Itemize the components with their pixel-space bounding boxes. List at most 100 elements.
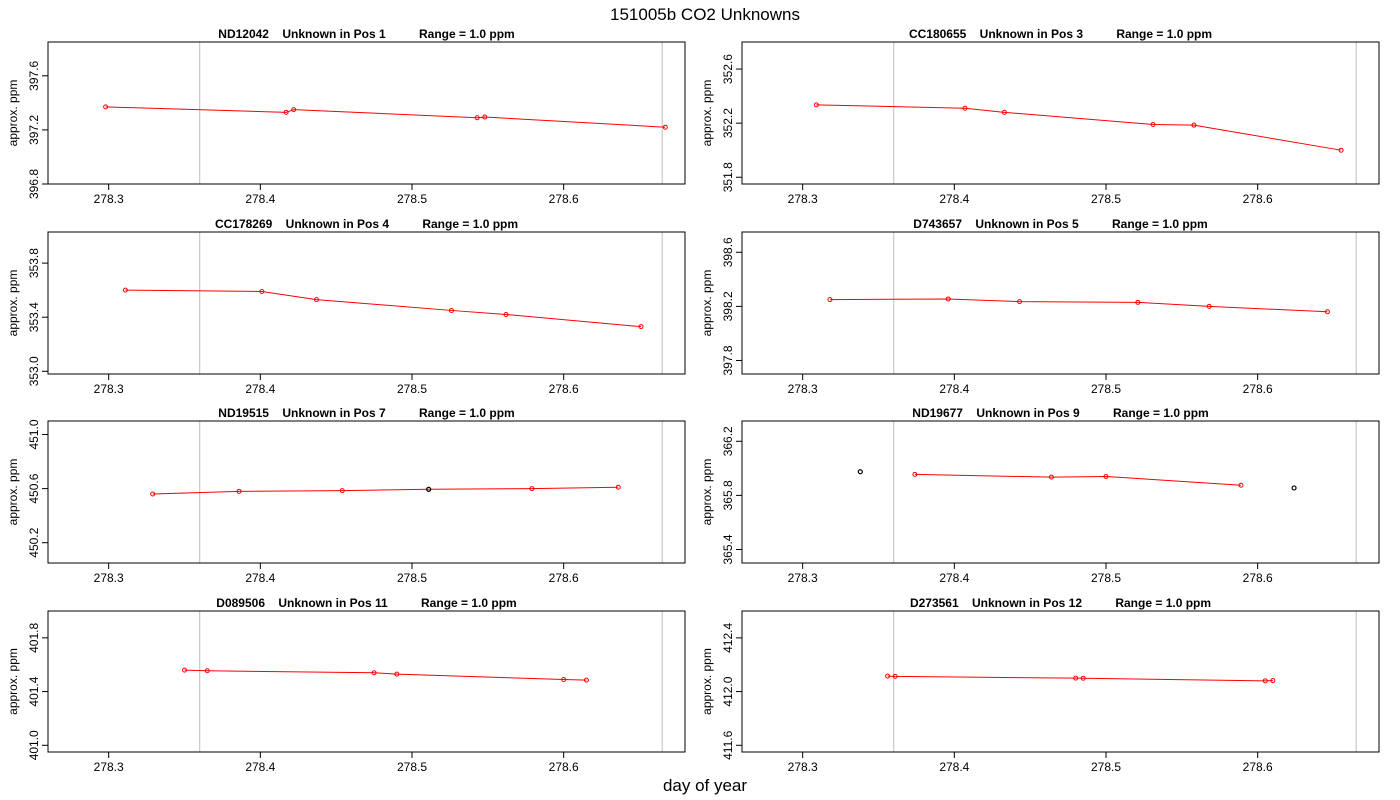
y-axis-label: approx. ppm	[6, 648, 20, 715]
plot-frame	[741, 610, 1380, 753]
series-line	[887, 675, 1273, 682]
data-point	[448, 307, 454, 313]
y-tick-label: 450.6	[27, 473, 41, 503]
y-tick-label: 352.6	[721, 54, 735, 84]
x-axis-label: day of year	[663, 776, 747, 795]
x-tick-label: 278.3	[788, 571, 818, 585]
x-tick-label: 278.5	[1091, 571, 1121, 585]
data-point	[313, 297, 319, 303]
x-tick-label: 278.6	[1243, 571, 1273, 585]
data-point	[662, 124, 668, 130]
x-tick-label: 278.4	[245, 760, 275, 774]
plot-frame	[741, 231, 1380, 375]
x-tick-label: 278.3	[94, 192, 124, 206]
plot-frame	[47, 610, 686, 753]
data-point	[1238, 482, 1244, 488]
data-point	[615, 484, 621, 490]
data-point	[1206, 303, 1212, 309]
x-tick-label: 278.3	[94, 760, 124, 774]
flagged-point	[857, 469, 863, 475]
flagged-point	[1291, 485, 1297, 491]
y-tick-label: 366.2	[721, 426, 735, 456]
x-tick-label: 278.6	[1243, 192, 1273, 206]
series-line	[105, 106, 666, 128]
y-tick-label: 401.4	[27, 676, 41, 706]
y-tick-label: 398.6	[721, 237, 735, 267]
panel-title: D089506 Unknown in Pos 11 Range = 1.0 pp…	[216, 596, 516, 610]
data-point	[394, 671, 400, 677]
x-tick-label: 278.4	[939, 382, 969, 396]
plot-frame	[741, 420, 1380, 564]
y-tick-label: 397.6	[27, 60, 41, 90]
series-line	[829, 298, 1328, 313]
y-tick-label: 397.8	[721, 345, 735, 375]
data-point	[122, 287, 128, 293]
panel-8: D273561 Unknown in Pos 12 Range = 1.0 pp…	[700, 596, 1380, 774]
data-point	[182, 667, 187, 673]
data-point	[1135, 299, 1141, 305]
panel-title: ND19677 Unknown in Pos 9 Range = 1.0 ppm	[912, 406, 1208, 420]
panel-title: ND12042 Unknown in Pos 1 Range = 1.0 ppm	[218, 27, 514, 41]
y-tick-label: 365.4	[721, 534, 735, 564]
y-tick-label: 451.0	[27, 419, 41, 449]
data-point	[1270, 678, 1276, 684]
panel-title: D273561 Unknown in Pos 12 Range = 1.0 pp…	[910, 596, 1211, 610]
y-tick-label: 412.4	[721, 623, 735, 653]
x-tick-label: 278.5	[1091, 382, 1121, 396]
x-tick-label: 278.3	[94, 571, 124, 585]
panel-2: CC180655 Unknown in Pos 3 Range = 1.0 pp…	[700, 27, 1380, 206]
series-line	[152, 486, 619, 495]
data-point	[474, 115, 480, 121]
data-point	[339, 488, 345, 494]
y-axis-label: approx. ppm	[6, 270, 20, 337]
x-tick-label: 278.6	[549, 192, 579, 206]
panel-title: CC178269 Unknown in Pos 4 Range = 1.0 pp…	[215, 217, 518, 231]
panel-title: D743657 Unknown in Pos 5 Range = 1.0 ppm	[913, 217, 1207, 231]
y-axis-label: approx. ppm	[700, 459, 714, 526]
x-tick-label: 278.4	[939, 571, 969, 585]
x-tick-label: 278.3	[788, 760, 818, 774]
y-tick-label: 353.4	[27, 302, 41, 332]
series-line	[125, 289, 642, 328]
data-point	[503, 311, 509, 317]
x-tick-label: 278.5	[397, 571, 427, 585]
data-point	[583, 677, 589, 683]
data-point	[529, 486, 535, 492]
x-tick-label: 278.3	[788, 382, 818, 396]
y-axis-label: approx. ppm	[6, 459, 20, 526]
y-tick-label: 401.8	[27, 623, 41, 653]
y-tick-label: 398.2	[721, 291, 735, 321]
data-point	[259, 289, 265, 295]
panel-7: D089506 Unknown in Pos 11 Range = 1.0 pp…	[6, 596, 686, 774]
y-tick-label: 352.2	[721, 108, 735, 138]
panel-3: CC178269 Unknown in Pos 4 Range = 1.0 pp…	[6, 217, 686, 396]
data-point	[945, 296, 951, 302]
y-tick-label: 353.0	[27, 356, 41, 386]
data-point	[204, 668, 210, 674]
series-line	[914, 473, 1242, 486]
x-tick-label: 278.6	[1243, 382, 1273, 396]
plot-frame	[47, 231, 686, 375]
data-point	[1262, 678, 1268, 684]
x-tick-label: 278.3	[788, 192, 818, 206]
y-axis-label: approx. ppm	[700, 648, 714, 715]
data-point	[283, 109, 289, 115]
x-tick-label: 278.6	[549, 571, 579, 585]
data-point	[1001, 109, 1007, 115]
x-tick-label: 278.6	[1243, 760, 1273, 774]
data-point	[1080, 675, 1086, 681]
data-point	[1324, 309, 1330, 315]
y-tick-label: 450.2	[27, 527, 41, 557]
y-axis-label: approx. ppm	[700, 270, 714, 337]
panel-6: ND19677 Unknown in Pos 9 Range = 1.0 ppm…	[700, 406, 1380, 585]
x-tick-label: 278.5	[1091, 192, 1121, 206]
y-axis-label: approx. ppm	[6, 80, 20, 147]
x-tick-label: 278.6	[549, 382, 579, 396]
x-tick-label: 278.5	[397, 382, 427, 396]
data-point	[638, 324, 644, 330]
y-tick-label: 401.0	[27, 730, 41, 760]
panel-4: D743657 Unknown in Pos 5 Range = 1.0 ppm…	[700, 217, 1380, 396]
plot-frame	[741, 41, 1380, 185]
data-point	[1017, 299, 1023, 305]
data-point	[885, 673, 891, 679]
